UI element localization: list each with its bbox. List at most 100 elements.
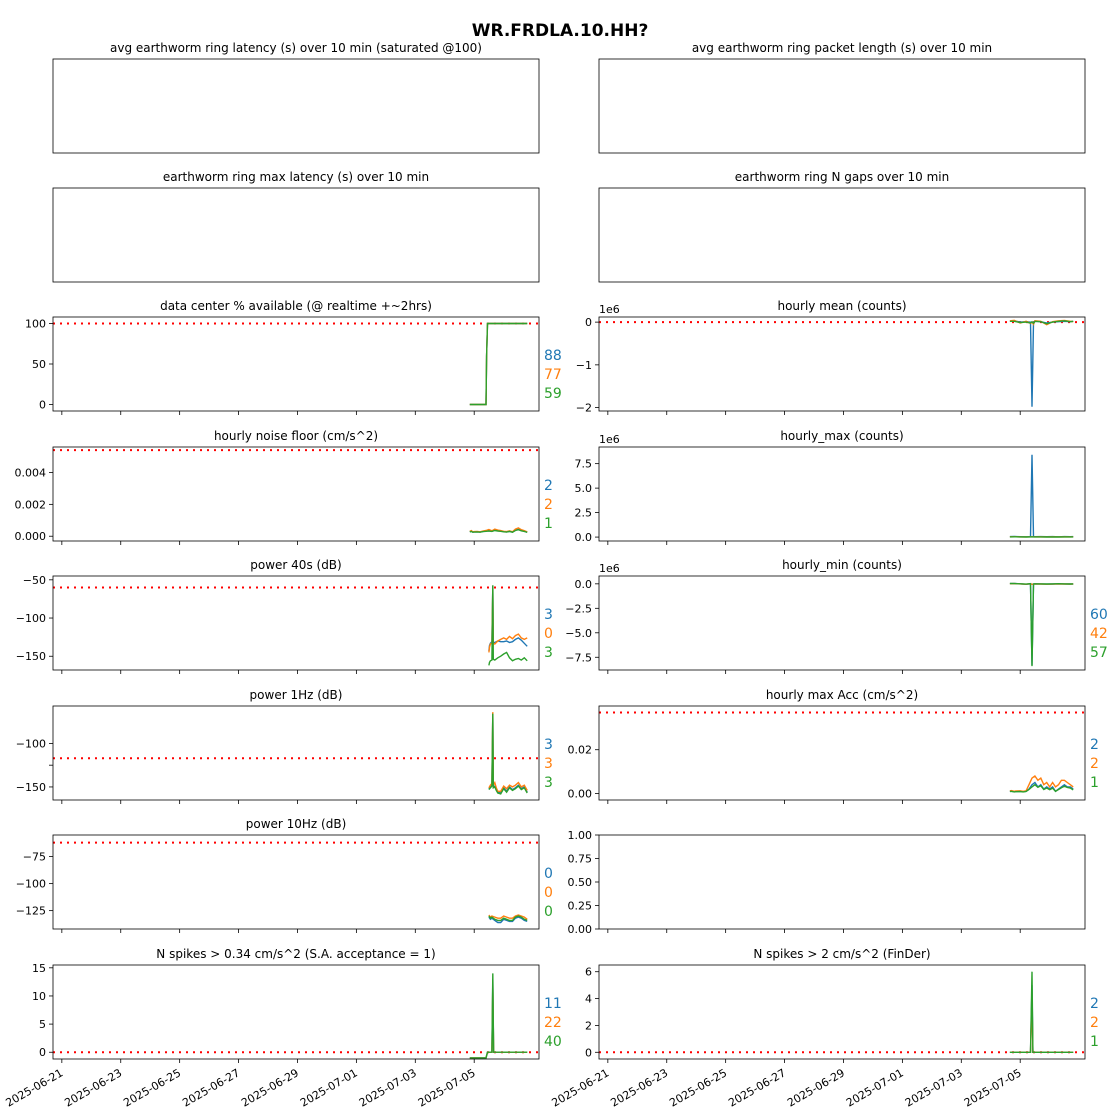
count-annotation-1: 2 <box>1090 996 1099 1012</box>
axes-frame <box>52 705 540 801</box>
count-annotation-3: 1 <box>1090 1034 1099 1050</box>
axes-frame <box>52 964 540 1060</box>
count-annotation-1: 3 <box>544 607 553 623</box>
series-line-2 <box>488 712 528 792</box>
y-tick-label: 0 <box>39 1046 46 1059</box>
series-line-2 <box>1009 775 1074 793</box>
series-line-2 <box>1009 998 1074 1054</box>
axes-frame <box>52 58 540 154</box>
series-line-1 <box>1009 454 1074 538</box>
x-tick-label: 2025-06-21 <box>3 1066 65 1109</box>
series-line-1 <box>469 979 528 1059</box>
axes-frame <box>598 187 1086 283</box>
panel-p5: hourly mean (counts) 1e6 −2 −1 0 <box>576 299 1086 415</box>
panel-title: data center % available (@ realtime +~2h… <box>160 299 432 313</box>
count-annotation-3: 40 <box>544 1034 562 1050</box>
axes-frame <box>598 575 1086 671</box>
y-tick-label: 0.000 <box>15 530 47 543</box>
y-tick-label: 0.00 <box>568 923 593 936</box>
count-annotation-2: 77 <box>544 367 562 383</box>
y-tick-label: 6 <box>585 966 592 979</box>
panel-title: power 40s (dB) <box>250 558 341 572</box>
series-line-1 <box>1009 320 1074 407</box>
series-line-3 <box>1009 783 1074 793</box>
y-tick-label: 2 <box>585 1019 592 1032</box>
series-line-1 <box>488 585 528 651</box>
panel-p11: hourly max Acc (cm/s^2) 0.00 0.02 2 2 1 <box>568 688 1099 804</box>
count-annotation-1: 60 <box>1090 607 1108 623</box>
axes-frame <box>598 705 1086 801</box>
axes-frame <box>52 575 540 671</box>
count-annotation-2: 22 <box>544 1015 562 1031</box>
y-tick-label: −100 <box>16 737 46 750</box>
panel-p14: N spikes > 0.34 cm/s^2 (S.A. acceptance … <box>3 947 561 1110</box>
y-tick-label: 100 <box>25 317 46 330</box>
y-tick-label: 0.25 <box>568 900 593 913</box>
y-tick-label: 5 <box>39 1018 46 1031</box>
series-line-2 <box>488 914 528 920</box>
series-line-3 <box>469 973 528 1059</box>
panel-title: avg earthworm ring latency (s) over 10 m… <box>110 41 482 55</box>
count-annotation-3: 0 <box>544 904 553 920</box>
count-annotation-3: 1 <box>544 516 553 532</box>
count-annotation-2: 0 <box>544 626 553 642</box>
count-annotation-3: 57 <box>1090 645 1108 661</box>
series-line-3 <box>469 528 528 534</box>
count-annotation-1: 3 <box>544 737 553 753</box>
panel-title: hourly max Acc (cm/s^2) <box>766 688 918 702</box>
axis-offset-label: 1e6 <box>599 433 620 446</box>
panel-p1: avg earthworm ring packet length (s) ove… <box>598 41 1086 154</box>
y-tick-label: 10 <box>32 990 46 1003</box>
panel-title: power 10Hz (dB) <box>246 817 347 831</box>
count-annotation-3: 3 <box>544 775 553 791</box>
series-line-1 <box>488 916 528 924</box>
panel-title: hourly_min (counts) <box>782 558 902 572</box>
panel-title: earthworm ring max latency (s) over 10 m… <box>163 170 429 184</box>
axes-frame <box>52 187 540 283</box>
count-annotation-3: 3 <box>544 645 553 661</box>
count-annotation-2: 2 <box>1090 756 1099 772</box>
panel-p7: hourly_max (counts) 1e6 0.0 2.5 5.0 7.5 <box>575 429 1086 545</box>
panel-p4: data center % available (@ realtime +~2h… <box>25 299 562 415</box>
axes-frame <box>598 58 1086 154</box>
x-tick-label: 2025-06-23 <box>608 1066 670 1109</box>
series-line-1 <box>1009 985 1074 1054</box>
y-tick-label: 2.5 <box>575 507 593 520</box>
series-line-3 <box>1009 971 1074 1054</box>
series-line-3 <box>488 713 528 795</box>
series-line-3 <box>1009 582 1074 667</box>
panel-p3: earthworm ring N gaps over 10 min <box>598 170 1086 283</box>
series-line-1 <box>488 712 528 794</box>
y-tick-label: 0.002 <box>15 498 47 511</box>
count-annotation-1: 88 <box>544 348 562 364</box>
count-annotation-2: 3 <box>544 756 553 772</box>
x-tick-label: 2025-07-05 <box>416 1066 478 1109</box>
y-tick-label: −150 <box>16 781 46 794</box>
panel-title: hourly mean (counts) <box>777 299 906 313</box>
panel-p15: N spikes > 2 cm/s^2 (FinDer) 0 2 4 6 2025-06-… <box>549 947 1098 1110</box>
series-line-2 <box>469 984 528 1059</box>
count-annotation-1: 2 <box>544 478 553 494</box>
panel-p2: earthworm ring max latency (s) over 10 m… <box>52 170 540 283</box>
y-tick-label: 7.5 <box>575 458 593 471</box>
y-tick-label: 0 <box>585 316 592 329</box>
y-tick-label: 15 <box>32 962 46 975</box>
x-tick-label: 2025-07-03 <box>357 1066 419 1109</box>
count-annotation-2: 42 <box>1090 626 1108 642</box>
y-tick-label: 0.0 <box>575 578 593 591</box>
count-annotation-3: 59 <box>544 386 562 402</box>
series-line-3 <box>488 915 528 922</box>
count-annotation-1: 0 <box>544 866 553 882</box>
panel-title: earthworm ring N gaps over 10 min <box>735 170 949 184</box>
axes-frame <box>598 964 1086 1060</box>
y-tick-label: 5.0 <box>575 482 593 495</box>
y-tick-label: 0.50 <box>568 876 593 889</box>
y-tick-label: 50 <box>32 358 46 371</box>
panel-title: hourly_max (counts) <box>780 429 903 443</box>
axes-frame <box>52 446 540 542</box>
y-tick-label: 0 <box>585 1046 592 1059</box>
series-line-2 <box>469 322 528 406</box>
panel-title: N spikes > 2 cm/s^2 (FinDer) <box>753 947 930 961</box>
axis-offset-label: 1e6 <box>599 562 620 575</box>
